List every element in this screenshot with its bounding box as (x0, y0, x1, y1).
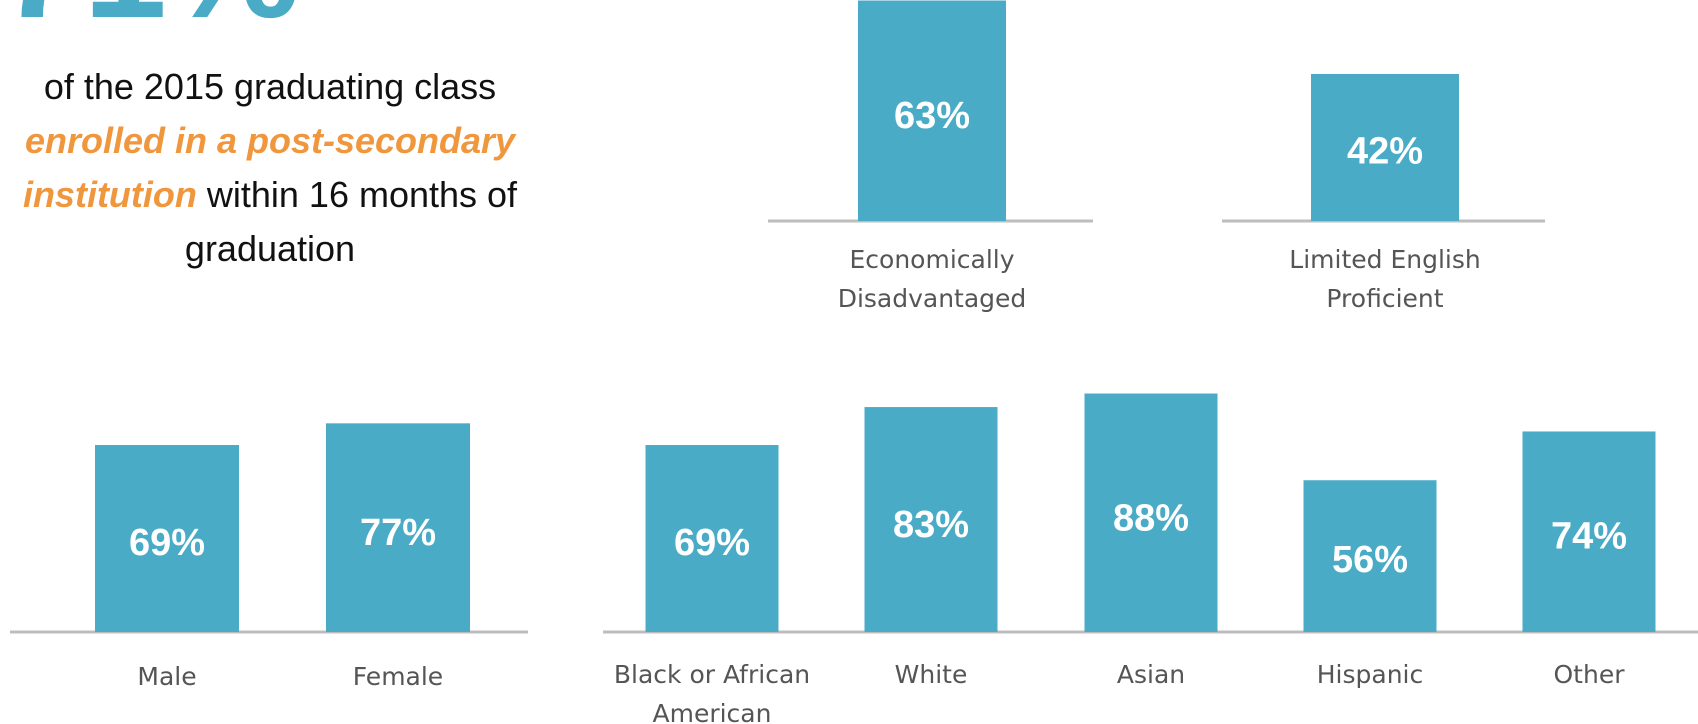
value-label-black-or-african-american: 69% (674, 522, 750, 564)
category-label-asian: Asian (1117, 660, 1185, 689)
statement-emphasis-1: enrolled in a post-secondary (24, 120, 516, 161)
value-label-male: 69% (129, 522, 205, 564)
bar-hispanic (1303, 480, 1437, 632)
value-label-white: 83% (893, 504, 969, 546)
value-label-economically-disadvantaged: 63% (894, 95, 970, 137)
statement-line-4: graduation (184, 228, 356, 269)
statement-line-1: of the 2015 graduating class (43, 66, 497, 107)
value-label-female: 77% (360, 512, 436, 554)
value-label-other: 74% (1551, 516, 1627, 558)
category-label-male: Male (137, 662, 196, 691)
category-label-other: Other (1554, 660, 1626, 689)
statement-line-3-rest: within 16 months of (196, 174, 518, 215)
value-label-asian: 88% (1113, 498, 1189, 540)
statement-line-2: enrolled in a post-secondary (0, 114, 580, 168)
headline-percentage: 71% (0, 0, 300, 40)
bar-economically-disadvantaged (858, 0, 1006, 221)
category-label-female: Female (353, 662, 443, 691)
category-label-black-or-african-american: Black or African American (614, 660, 810, 724)
category-label-white: White (895, 660, 968, 689)
category-label-economically-disadvantaged: Economically Disadvantaged (838, 245, 1027, 313)
bar-other (1522, 431, 1656, 632)
bar-female (326, 423, 470, 632)
statement-emphasis-2: institution (22, 174, 197, 215)
statement-line-3: institution within 16 months of (0, 168, 580, 222)
bar-white (864, 407, 998, 632)
bar-asian (1084, 393, 1218, 632)
value-label-hispanic: 56% (1332, 539, 1408, 581)
category-label-hispanic: Hispanic (1317, 660, 1424, 689)
bar-limited-english-proficient (1311, 74, 1459, 221)
headline-statement: of the 2015 graduating class enrolled in… (0, 60, 580, 276)
bar-black-or-african-american (645, 445, 779, 632)
value-label-limited-english-proficient: 42% (1347, 130, 1423, 172)
bar-male (95, 445, 239, 632)
category-label-limited-english-proficient: Limited English Proficient (1289, 245, 1480, 313)
